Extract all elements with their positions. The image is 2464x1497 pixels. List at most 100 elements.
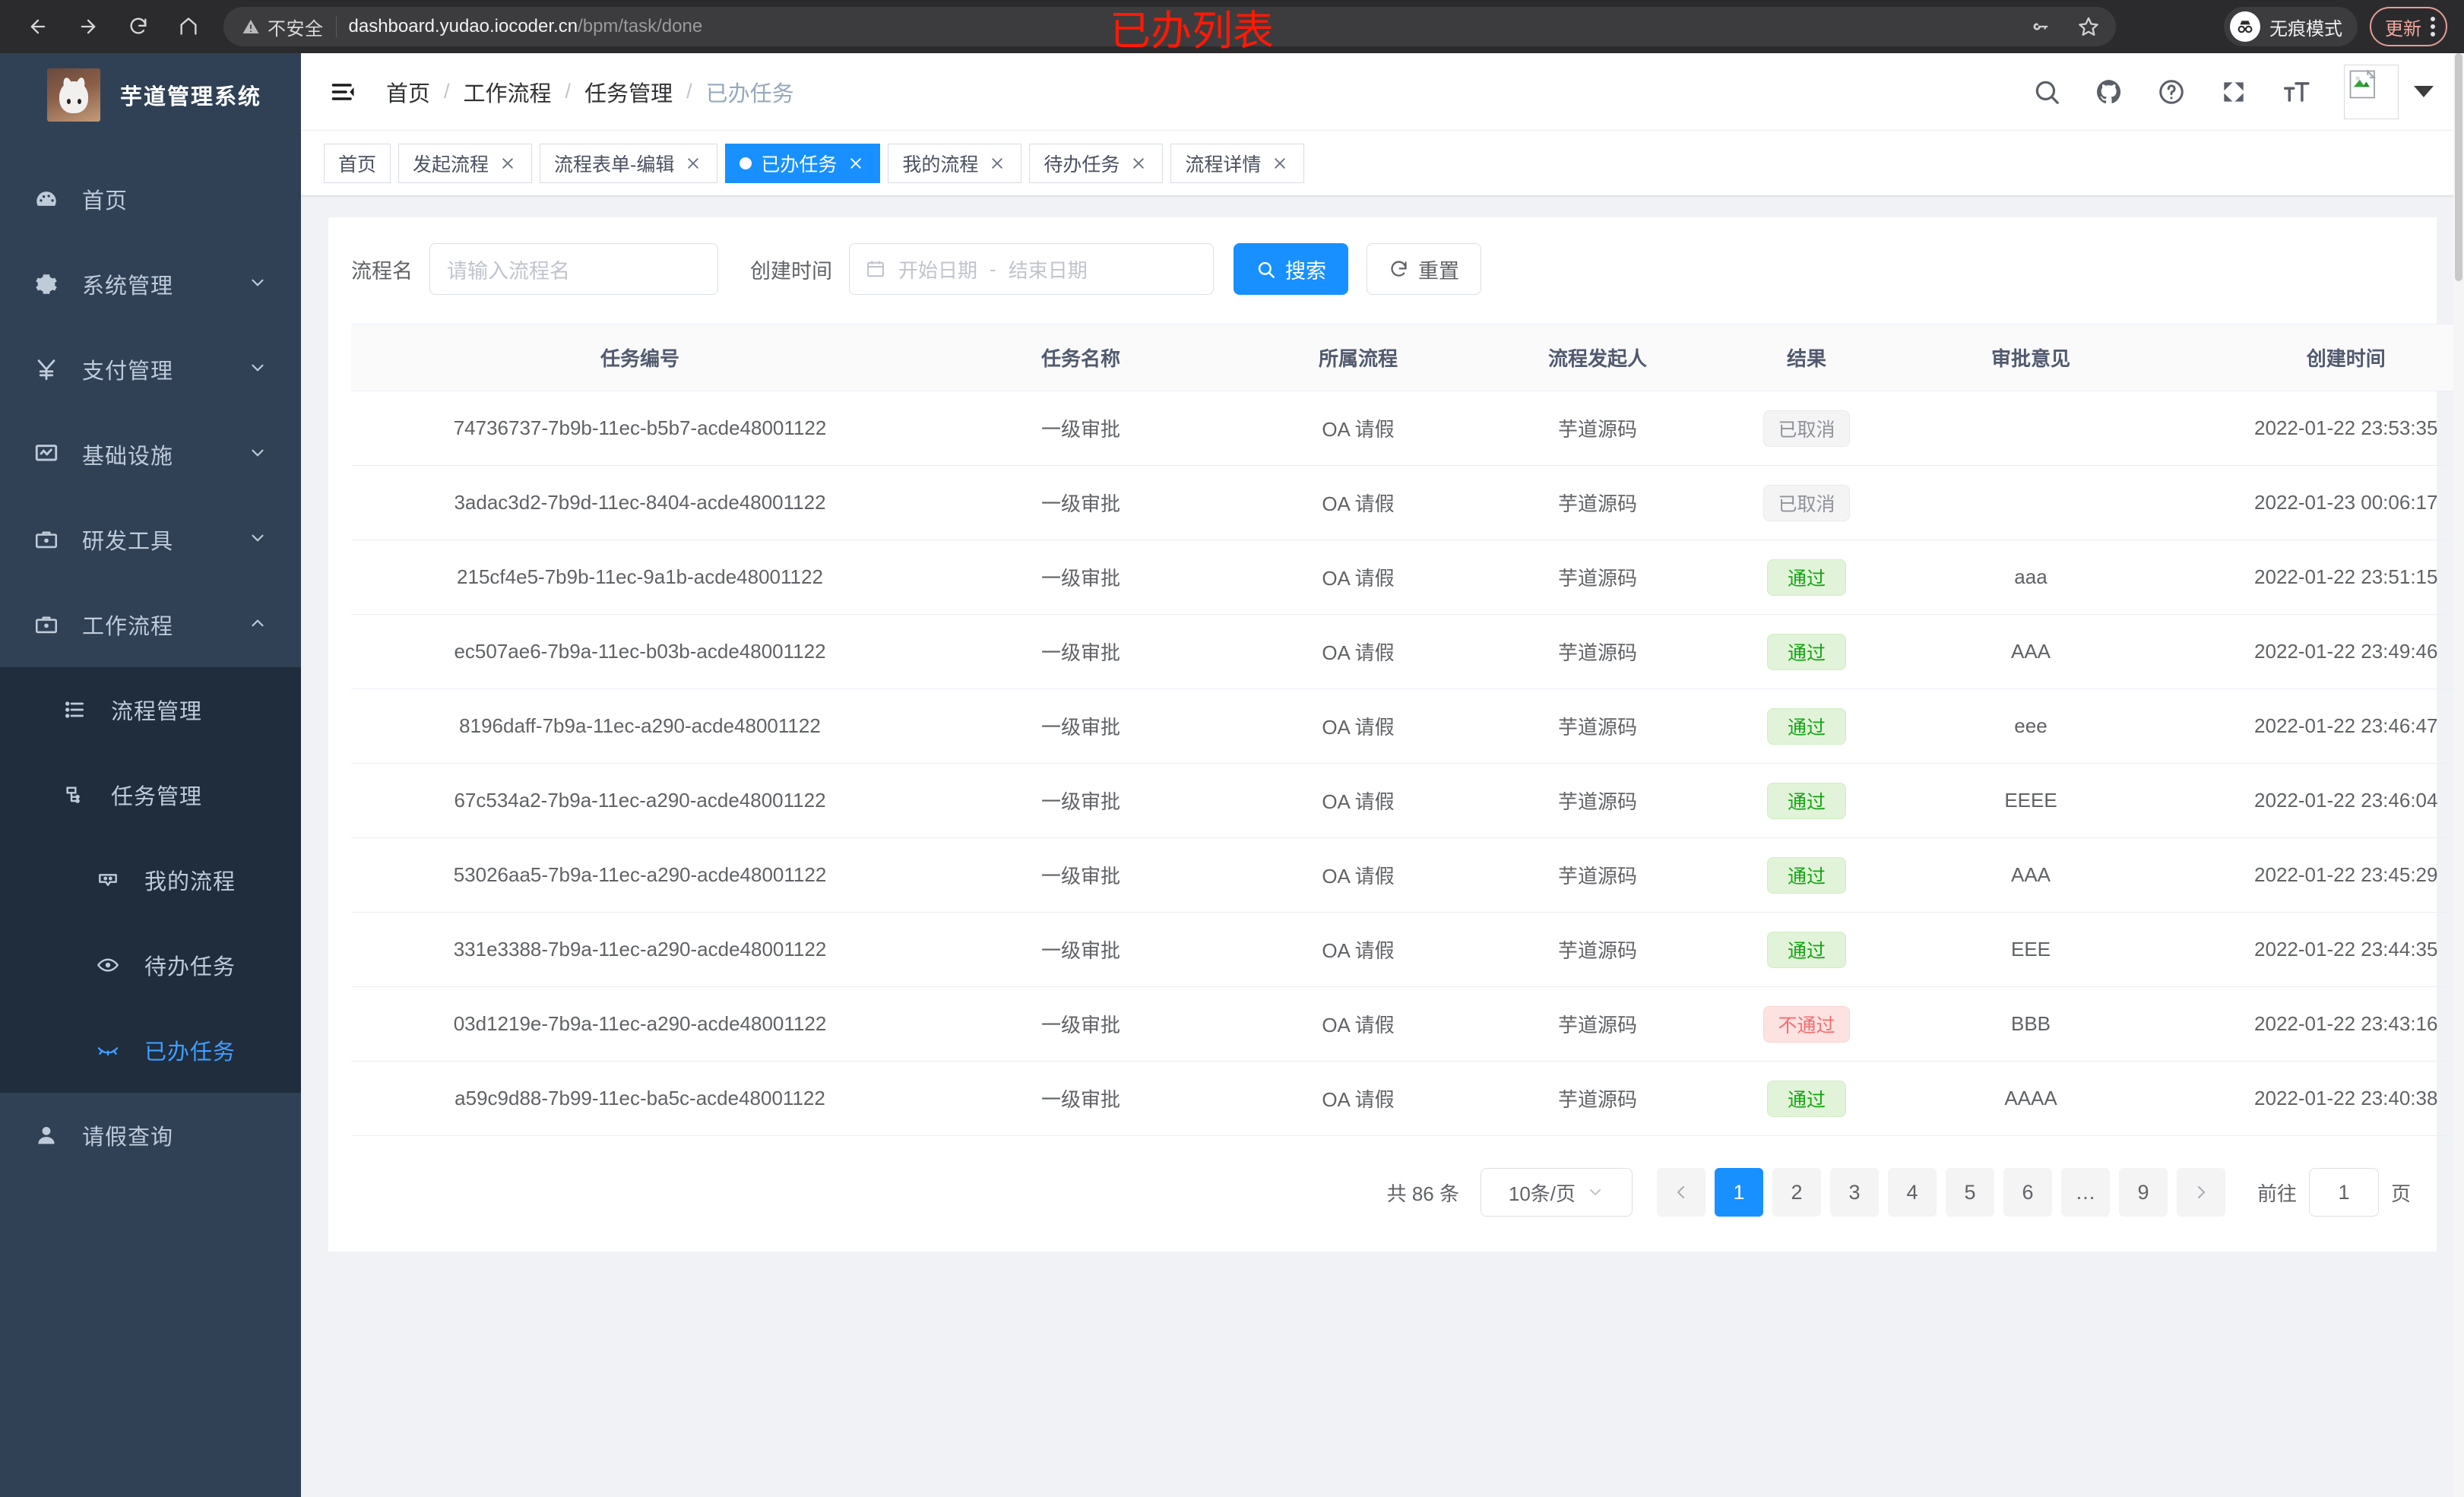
- pagination-page-…[interactable]: …: [2060, 1168, 2110, 1217]
- yuan-icon: [33, 356, 73, 382]
- incognito-indicator[interactable]: 无痕模式: [2224, 7, 2358, 46]
- pagination-pages: 1 2 3 4 5 6… 9: [1656, 1168, 2225, 1217]
- close-icon[interactable]: [683, 153, 703, 173]
- sidebar-item-home[interactable]: 首页: [0, 157, 301, 242]
- github-icon[interactable]: [2095, 78, 2124, 106]
- list-icon: [62, 698, 100, 722]
- cell-comment: AAAA: [1902, 1061, 2160, 1136]
- sidebar-item-done-task[interactable]: 已办任务: [0, 1008, 301, 1093]
- sidebar-item-label: 待办任务: [144, 955, 236, 980]
- cell-task-id: 8196daff-7b9a-11ec-a290-acde48001122: [351, 688, 929, 764]
- breadcrumb-item-1[interactable]: 工作流程: [463, 81, 552, 106]
- sidebar-item-payment[interactable]: 支付管理: [0, 327, 301, 412]
- hamburger-icon[interactable]: [328, 78, 362, 106]
- home-button[interactable]: [167, 5, 210, 48]
- cell-task-id: 331e3388-7b9a-11ec-a290-acde48001122: [351, 912, 929, 987]
- breadcrumb-item-0[interactable]: 首页: [386, 81, 431, 106]
- cell-result: 已取消: [1712, 391, 1902, 466]
- breadcrumb-item-2[interactable]: 任务管理: [584, 81, 673, 106]
- tab-start-process[interactable]: 发起流程: [398, 143, 533, 183]
- process-name-input[interactable]: 请输入流程名: [429, 243, 718, 295]
- sidebar-item-label: 工作流程: [82, 615, 174, 639]
- close-icon[interactable]: [846, 153, 866, 173]
- tab-my-process[interactable]: 我的流程: [888, 143, 1022, 183]
- search-icon[interactable]: [2032, 78, 2061, 106]
- cell-initiator: 芋道源码: [1484, 688, 1712, 764]
- status-badge: 不通过: [1763, 1005, 1850, 1043]
- sidebar-item-task-mgmt[interactable]: 任务管理: [0, 752, 301, 837]
- end-date-placeholder: 结束日期: [1008, 258, 1088, 282]
- pagination-page-5[interactable]: 5: [1945, 1168, 1994, 1217]
- close-icon[interactable]: [498, 153, 518, 173]
- cell-process: OA 请假: [1233, 614, 1484, 689]
- sidebar-item-system[interactable]: 系统管理: [0, 242, 301, 327]
- tab-label: 流程详情: [1185, 153, 1262, 176]
- tab-home[interactable]: 首页: [324, 143, 391, 183]
- scrollbar-thumb[interactable]: [2455, 53, 2462, 281]
- tab-process-detail[interactable]: 流程详情: [1170, 143, 1305, 183]
- font-size-icon[interactable]: [2282, 78, 2310, 106]
- status-badge: 通过: [1767, 559, 1846, 596]
- scrollbar-track[interactable]: [2453, 53, 2464, 1497]
- sidebar-item-process-mgmt[interactable]: 流程管理: [0, 667, 301, 752]
- brand[interactable]: 芋道管理系统: [0, 53, 301, 137]
- sidebar-item-leave-query[interactable]: 请假查询: [0, 1093, 301, 1178]
- date-range-picker[interactable]: 开始日期 - 结束日期: [849, 243, 1214, 295]
- tab-process-form-edit[interactable]: 流程表单-编辑: [540, 143, 718, 183]
- update-label: 更新: [2385, 18, 2421, 40]
- address-bar[interactable]: 不安全 dashboard.yudao.iocoder.cn/bpm/task/…: [223, 7, 2116, 46]
- update-button[interactable]: 更新: [2370, 7, 2447, 46]
- pagination-page-4[interactable]: 4: [1887, 1168, 1937, 1217]
- user-menu[interactable]: [2344, 64, 2434, 119]
- pagination-page-3[interactable]: 3: [1829, 1168, 1879, 1217]
- pagination-next-button[interactable]: [2176, 1168, 2225, 1217]
- breadcrumb: 首页 / 工作流程 / 任务管理 / 已办任务: [386, 76, 794, 108]
- chevron-down-icon[interactable]: [2414, 86, 2434, 97]
- top-bar-actions: [2032, 64, 2434, 119]
- pagination-prev-button[interactable]: [1656, 1168, 1705, 1217]
- key-icon[interactable]: [2031, 16, 2052, 37]
- cell-result: 通过: [1712, 763, 1902, 838]
- tab-todo-task[interactable]: 待办任务: [1029, 143, 1164, 183]
- pagination: 共 86 条 10条/页 1 2 3 4 5 6… 9 前往 1 页: [351, 1136, 2414, 1252]
- col-header-initiator: 流程发起人: [1484, 324, 1712, 391]
- sidebar-item-infrastructure[interactable]: 基础设施: [0, 412, 301, 497]
- reset-button[interactable]: 重置: [1367, 243, 1481, 295]
- forward-button[interactable]: [67, 5, 109, 48]
- sidebar-item-todo-task[interactable]: 待办任务: [0, 923, 301, 1008]
- pagination-page-2[interactable]: 2: [1772, 1168, 1821, 1217]
- create-time-label: 创建时间: [750, 259, 832, 283]
- pagination-page-1[interactable]: 1: [1714, 1168, 1763, 1217]
- avatar[interactable]: [2344, 64, 2399, 119]
- cell-result: 通过: [1712, 1061, 1902, 1136]
- cell-comment: aaa: [1902, 540, 2160, 615]
- pagination-page-6[interactable]: 6: [2003, 1168, 2052, 1217]
- reload-icon: [130, 17, 147, 34]
- reload-button[interactable]: [117, 5, 160, 48]
- cell-task-id: a59c9d88-7b99-11ec-ba5c-acde48001122: [351, 1061, 929, 1136]
- jump-unit: 页: [2390, 1182, 2411, 1205]
- kebab-menu-icon[interactable]: [2431, 17, 2435, 36]
- search-button[interactable]: 搜索: [1234, 243, 1348, 295]
- help-icon[interactable]: [2157, 78, 2186, 106]
- jump-input[interactable]: 1: [2308, 1168, 2379, 1217]
- cell-task-name: 一级审批: [929, 837, 1233, 913]
- star-icon[interactable]: [2078, 16, 2099, 37]
- process-name-label: 流程名: [351, 259, 413, 283]
- reset-button-label: 重置: [1418, 259, 1459, 283]
- close-icon[interactable]: [1270, 153, 1290, 173]
- close-icon[interactable]: [987, 153, 1007, 173]
- sidebar-item-label: 流程管理: [111, 700, 203, 724]
- back-button[interactable]: [17, 5, 59, 48]
- close-icon[interactable]: [1129, 153, 1148, 173]
- pagination-page-9[interactable]: 9: [2118, 1168, 2168, 1217]
- tab-done-task[interactable]: 已办任务: [725, 143, 881, 183]
- fullscreen-icon[interactable]: [2219, 78, 2248, 106]
- sidebar-item-devtools[interactable]: 研发工具: [0, 497, 301, 582]
- status-badge: 通过: [1767, 1080, 1846, 1117]
- page-size-select[interactable]: 10条/页: [1480, 1168, 1633, 1217]
- pagination-jump: 前往 1 页: [2257, 1168, 2411, 1217]
- cell-task-name: 一级审批: [929, 763, 1233, 838]
- sidebar-item-my-process[interactable]: 我的流程: [0, 837, 301, 923]
- sidebar-item-workflow[interactable]: 工作流程: [0, 582, 301, 667]
